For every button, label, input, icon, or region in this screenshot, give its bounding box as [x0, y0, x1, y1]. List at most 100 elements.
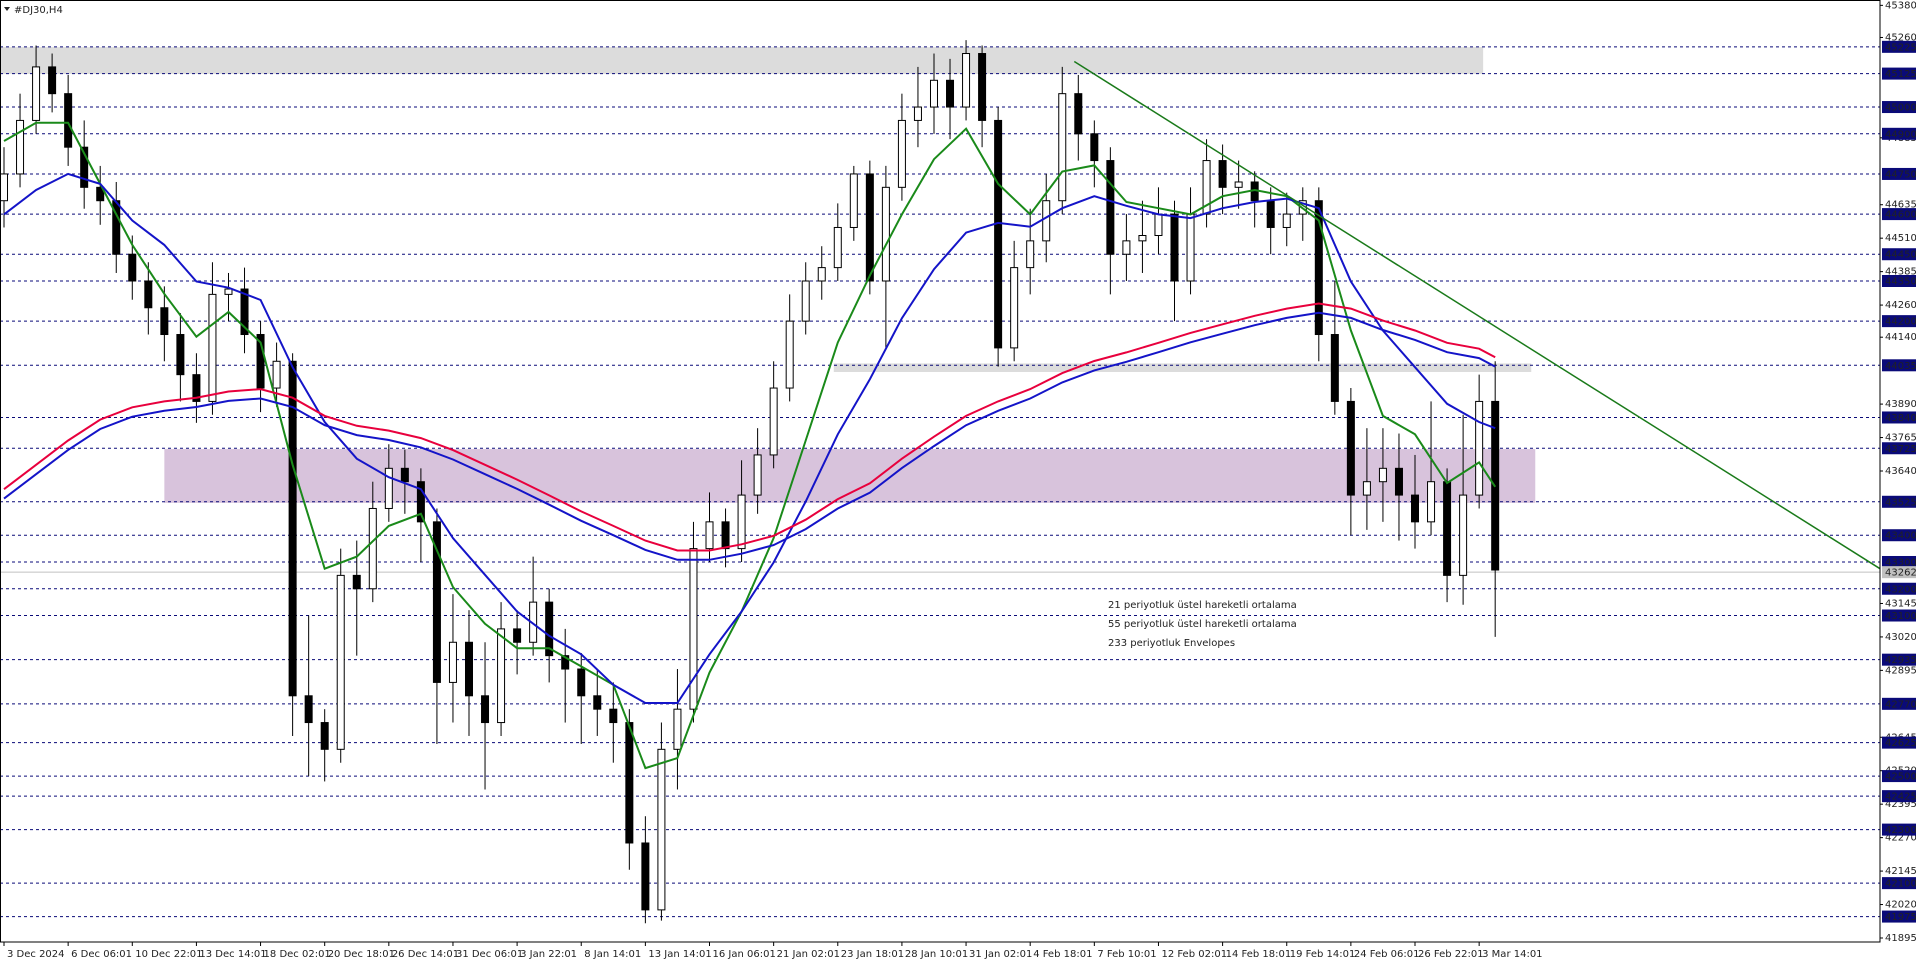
candle-body: [1058, 93, 1067, 202]
ma-line: [3, 121, 1497, 770]
candle-body: [913, 106, 922, 121]
candle-body: [1411, 494, 1420, 523]
level-label-box: [1882, 736, 1916, 749]
zone: [164, 449, 1536, 503]
y-tick-label: 43145: [1885, 598, 1916, 609]
candle-body: [689, 548, 698, 710]
y-tick-label: 44385: [1885, 267, 1916, 278]
candle-body: [994, 119, 1003, 349]
level-label: 45125: [1885, 69, 1916, 80]
x-tick-label: 18 Dec 02:01: [264, 949, 331, 960]
y-tick-label: 43890: [1885, 399, 1916, 410]
x-tick-label: 12 Feb 02:01: [1161, 949, 1227, 960]
candle-body: [0, 173, 9, 202]
x-tick-label: 24 Feb 06:01: [1354, 949, 1420, 960]
candle-body: [1234, 181, 1243, 188]
candle-body: [96, 186, 105, 202]
candle-body: [962, 53, 971, 108]
candle-body: [16, 119, 25, 175]
zone: [833, 363, 1532, 372]
x-tick-label: 23 Jan 18:01: [841, 949, 904, 960]
x-tick-label: 26 Feb 22:01: [1418, 949, 1484, 960]
candle-body: [176, 334, 185, 376]
x-tick-label: 19 Feb 14:01: [1290, 949, 1356, 960]
level-label: 43300: [1885, 557, 1916, 568]
candle-body: [513, 628, 522, 643]
candle-body: [1218, 160, 1227, 188]
candle-body: [897, 119, 906, 188]
y-tick-label: 44635: [1885, 200, 1916, 211]
candle-body: [1122, 240, 1131, 255]
candle-body: [817, 267, 826, 282]
candle-body: [625, 722, 634, 844]
level-label-box: [1882, 167, 1916, 180]
candle-body: [1443, 481, 1452, 576]
level-label: 44200: [1885, 317, 1916, 328]
level-label-box: [1882, 582, 1916, 595]
candle-body: [561, 655, 570, 670]
candle-body: [593, 695, 602, 710]
level-label: 43525: [1885, 497, 1916, 508]
candle-body: [1394, 467, 1403, 496]
x-tick-label: 20 Dec 18:01: [328, 949, 395, 960]
menu-arrow: [4, 7, 10, 11]
y-tick-label: 44260: [1885, 300, 1916, 311]
x-tick-label: 28 Jan 10:01: [905, 949, 968, 960]
x-tick-label: 31 Jan 02:01: [969, 949, 1032, 960]
candle-body: [1026, 240, 1035, 269]
candle-body: [1186, 213, 1195, 282]
last-price-label: 43262: [1885, 568, 1916, 579]
candle-body: [400, 467, 409, 483]
candle-body: [978, 53, 987, 121]
envelope-lower-line: [3, 311, 1496, 561]
candle-body: [865, 173, 874, 282]
level-label-box: [1882, 910, 1916, 923]
level-label-box: [1882, 40, 1916, 53]
level-label-box: [1882, 529, 1916, 542]
y-tick-label: 44510: [1885, 233, 1916, 244]
level-label-box: [1882, 609, 1916, 622]
y-tick-label: 42145: [1885, 866, 1916, 877]
trendline: [1073, 60, 1881, 570]
level-label-box: [1882, 495, 1916, 508]
level-label: 45225: [1885, 42, 1916, 53]
x-tick-label: 13 Jan 14:01: [648, 949, 711, 960]
candle-body: [705, 521, 714, 550]
y-tick-label: 42395: [1885, 799, 1916, 810]
candle-body: [1138, 235, 1147, 242]
level-label: 43200: [1885, 584, 1916, 595]
candle-body: [352, 574, 361, 590]
candle-body: [288, 360, 297, 697]
candle-body: [384, 467, 393, 509]
candle-body: [48, 66, 57, 95]
level-label: 43100: [1885, 611, 1916, 622]
candle-body: [224, 288, 233, 295]
level-label: 42500: [1885, 772, 1916, 783]
candle-body: [609, 708, 618, 724]
level-label-box: [1882, 315, 1916, 328]
level-label-box: [1882, 653, 1916, 666]
y-tick-label: 43020: [1885, 632, 1916, 643]
candle-body: [80, 146, 89, 188]
candle-body: [304, 695, 313, 724]
candle-body: [320, 722, 329, 750]
x-tick-label: 13 Dec 14:01: [199, 949, 266, 960]
candle-body: [1459, 494, 1468, 576]
level-label: 42770: [1885, 699, 1916, 710]
zone: [0, 47, 1484, 74]
candle-body: [1170, 213, 1179, 282]
candle-body: [192, 374, 201, 402]
candle-body: [769, 387, 778, 456]
legend-entry: 55 periyotluk üstel hareketli ortalama: [1108, 619, 1297, 630]
level-label: 42100: [1885, 879, 1916, 890]
candle-body: [240, 288, 249, 336]
level-label-box: [1882, 697, 1916, 710]
y-tick-label: 44140: [1885, 332, 1916, 343]
plot: [0, 40, 1881, 924]
candle-body: [1042, 200, 1051, 242]
candle-body: [785, 320, 794, 389]
candle-body: [946, 79, 955, 108]
candle-body: [1362, 481, 1371, 496]
